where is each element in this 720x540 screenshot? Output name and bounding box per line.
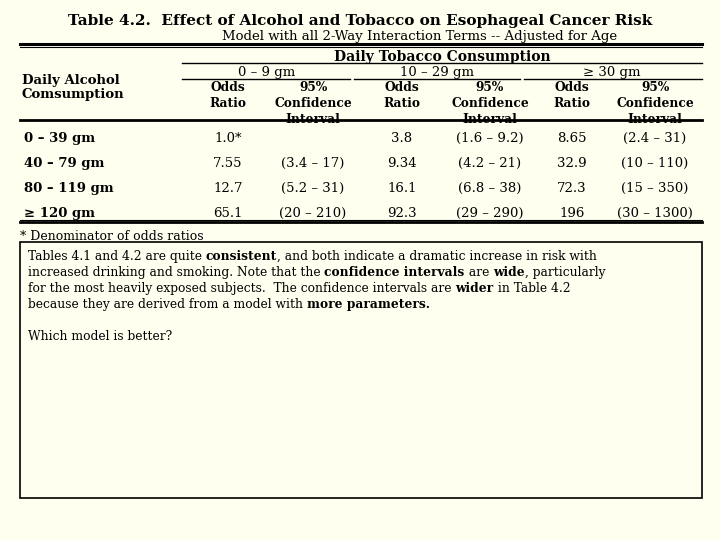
Text: (3.4 – 17): (3.4 – 17) bbox=[282, 157, 345, 170]
Text: (15 – 350): (15 – 350) bbox=[621, 182, 689, 195]
Text: (6.8 – 38): (6.8 – 38) bbox=[459, 182, 522, 195]
Text: 1.0*: 1.0* bbox=[215, 132, 242, 145]
Text: Daily Alcohol: Daily Alcohol bbox=[22, 74, 120, 87]
Text: * Denominator of odds ratios: * Denominator of odds ratios bbox=[20, 230, 204, 243]
Text: Model with all 2-Way Interaction Terms -- Adjusted for Age: Model with all 2-Way Interaction Terms -… bbox=[222, 30, 617, 43]
Text: (4.2 – 21): (4.2 – 21) bbox=[459, 157, 521, 170]
Text: 10 – 29 gm: 10 – 29 gm bbox=[400, 66, 474, 79]
Text: 92.3: 92.3 bbox=[387, 207, 417, 220]
Text: 40 – 79 gm: 40 – 79 gm bbox=[24, 157, 104, 170]
Text: because they are derived from a model with: because they are derived from a model wi… bbox=[28, 298, 307, 311]
Text: 7.55: 7.55 bbox=[213, 157, 243, 170]
Text: Comsumption: Comsumption bbox=[22, 88, 125, 101]
Text: wide: wide bbox=[493, 266, 525, 279]
Text: 16.1: 16.1 bbox=[387, 182, 417, 195]
Text: , particularly: , particularly bbox=[525, 266, 605, 279]
Text: (29 – 290): (29 – 290) bbox=[456, 207, 523, 220]
Text: Odds
Ratio: Odds Ratio bbox=[384, 81, 420, 110]
FancyBboxPatch shape bbox=[20, 242, 702, 498]
Text: (2.4 – 31): (2.4 – 31) bbox=[624, 132, 687, 145]
Text: confidence intervals: confidence intervals bbox=[325, 266, 464, 279]
Text: Odds
Ratio: Odds Ratio bbox=[210, 81, 246, 110]
Text: 8.65: 8.65 bbox=[557, 132, 587, 145]
Text: consistent: consistent bbox=[206, 250, 277, 263]
Text: 95%
Confidence
Interval: 95% Confidence Interval bbox=[616, 81, 694, 126]
Text: (1.6 – 9.2): (1.6 – 9.2) bbox=[456, 132, 524, 145]
Text: Daily Tobacco Consumption: Daily Tobacco Consumption bbox=[333, 50, 550, 64]
Text: for the most heavily exposed subjects.  The confidence intervals are: for the most heavily exposed subjects. T… bbox=[28, 282, 455, 295]
Text: 65.1: 65.1 bbox=[213, 207, 243, 220]
Text: more parameters.: more parameters. bbox=[307, 298, 430, 311]
Text: increased drinking and smoking. Note that the: increased drinking and smoking. Note tha… bbox=[28, 266, 325, 279]
Text: (5.2 – 31): (5.2 – 31) bbox=[282, 182, 345, 195]
Text: , and both indicate a dramatic increase in risk with: , and both indicate a dramatic increase … bbox=[277, 250, 597, 263]
Text: 12.7: 12.7 bbox=[213, 182, 243, 195]
Text: Table 4.2.  Effect of Alcohol and Tobacco on Esophageal Cancer Risk: Table 4.2. Effect of Alcohol and Tobacco… bbox=[68, 14, 652, 28]
Text: 72.3: 72.3 bbox=[557, 182, 587, 195]
Text: in Table 4.2: in Table 4.2 bbox=[493, 282, 570, 295]
Text: ≥ 120 gm: ≥ 120 gm bbox=[24, 207, 95, 220]
Text: 0 – 9 gm: 0 – 9 gm bbox=[238, 66, 296, 79]
Text: 32.9: 32.9 bbox=[557, 157, 587, 170]
Text: Odds
Ratio: Odds Ratio bbox=[554, 81, 590, 110]
Text: 95%
Confidence
Interval: 95% Confidence Interval bbox=[274, 81, 352, 126]
Text: 9.34: 9.34 bbox=[387, 157, 417, 170]
Text: 196: 196 bbox=[559, 207, 585, 220]
Text: 80 – 119 gm: 80 – 119 gm bbox=[24, 182, 114, 195]
Text: (30 – 1300): (30 – 1300) bbox=[617, 207, 693, 220]
Text: 95%
Confidence
Interval: 95% Confidence Interval bbox=[451, 81, 529, 126]
Text: (10 – 110): (10 – 110) bbox=[621, 157, 688, 170]
Text: 0 – 39 gm: 0 – 39 gm bbox=[24, 132, 95, 145]
Text: wider: wider bbox=[455, 282, 493, 295]
Text: Tables 4.1 and 4.2 are quite: Tables 4.1 and 4.2 are quite bbox=[28, 250, 206, 263]
Text: (20 – 210): (20 – 210) bbox=[279, 207, 346, 220]
Text: ≥ 30 gm: ≥ 30 gm bbox=[583, 66, 641, 79]
Text: 3.8: 3.8 bbox=[392, 132, 413, 145]
Text: Which model is better?: Which model is better? bbox=[28, 330, 172, 343]
Text: are: are bbox=[464, 266, 493, 279]
